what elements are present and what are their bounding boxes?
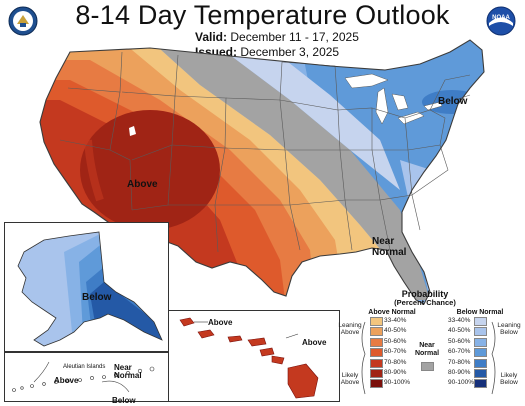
below-swatch-3 bbox=[474, 337, 487, 347]
aleutian-above-label: Above bbox=[54, 376, 79, 385]
hawaii-above-label-1: Above bbox=[208, 318, 233, 327]
noaa-logo-icon: NOAA bbox=[486, 6, 516, 36]
legend-leaning-above: Leaning Above bbox=[338, 322, 362, 336]
below-range-label-7: 90-100% bbox=[448, 379, 475, 387]
above-swatch-6 bbox=[370, 369, 383, 378]
above-swatch-4 bbox=[370, 348, 383, 358]
legend-likely-below: Likely Below bbox=[500, 372, 518, 386]
below-range-label-4: 60-70% bbox=[448, 348, 471, 356]
conus-outline bbox=[39, 39, 485, 305]
above-swatch-3 bbox=[370, 337, 383, 347]
alaska-inset bbox=[4, 222, 169, 352]
below-range-label-5: 70-80% bbox=[448, 358, 471, 366]
below-swatch-1 bbox=[474, 317, 487, 326]
conus-near-normal-label: Near Normal bbox=[372, 236, 407, 258]
valid-dates: Valid: December 11 - 17, 2025 bbox=[195, 30, 359, 44]
aleutian-near-normal-label: Near Normal bbox=[114, 363, 142, 380]
near-normal-band bbox=[150, 40, 430, 300]
below-range-label-3: 50-60% bbox=[448, 337, 471, 345]
conus-above-label: Above bbox=[127, 179, 158, 190]
state-boundaries bbox=[59, 51, 471, 253]
aleutian-title: Aleutian Islands bbox=[63, 364, 106, 370]
above-range-label-3: 50-60% bbox=[384, 337, 407, 345]
aleutian-inset bbox=[4, 352, 169, 402]
above-range-label-2: 40-50% bbox=[384, 327, 407, 335]
above-swatch-7 bbox=[370, 379, 383, 389]
legend-title: Probability bbox=[401, 289, 449, 299]
near-normal-swatch bbox=[421, 362, 434, 371]
great-salt-lake bbox=[129, 126, 136, 136]
hawaii-inset bbox=[168, 310, 340, 402]
page-title: 8-14 Day Temperature Outlook bbox=[75, 0, 450, 30]
legend-near-header: Near Normal bbox=[414, 342, 440, 357]
aleutian-below-label: Below bbox=[112, 396, 136, 405]
conus-below-label: Below bbox=[438, 96, 468, 107]
above-range-label-4: 60-70% bbox=[384, 348, 407, 356]
below-range-label-6: 80-90% bbox=[448, 369, 471, 376]
below-range-label-1: 33-40% bbox=[448, 317, 471, 324]
below-swatch-2 bbox=[474, 327, 487, 337]
below-swatch-4 bbox=[474, 348, 487, 358]
above-swatch-5 bbox=[370, 358, 383, 368]
valid-label: Valid: bbox=[195, 30, 228, 44]
legend-likely-above: Likely Above bbox=[340, 372, 360, 386]
southwest-above-core bbox=[80, 110, 220, 230]
legend-leaning-below: Leaning Below bbox=[497, 322, 521, 336]
valid-value: December 11 - 17, 2025 bbox=[230, 30, 359, 44]
above-swatch-1 bbox=[370, 317, 383, 326]
above-range-label-7: 90-100% bbox=[384, 379, 411, 387]
legend-below-bracket bbox=[491, 321, 496, 395]
below-range-label-2: 40-50% bbox=[448, 327, 471, 335]
above-range-label-1: 33-40% bbox=[384, 317, 407, 324]
hawaii-above-label-2: Above bbox=[302, 338, 327, 347]
above-swatch-2 bbox=[370, 327, 383, 337]
below-swatch-7 bbox=[474, 379, 487, 389]
doc-seal-icon bbox=[8, 6, 38, 36]
great-lakes bbox=[344, 73, 443, 125]
above-range-label-5: 70-80% bbox=[384, 358, 407, 366]
legend-subtitle: (Percent Chance) bbox=[394, 298, 456, 307]
legend-above-header: Above Normal bbox=[368, 309, 416, 316]
svg-text:NOAA: NOAA bbox=[492, 15, 510, 21]
alaska-below-label: Below bbox=[82, 292, 112, 303]
above-range-label-6: 80-90% bbox=[384, 369, 407, 376]
issued-value: December 3, 2025 bbox=[240, 45, 340, 59]
below-swatch-6 bbox=[474, 369, 487, 378]
legend-below-header: Below Normal bbox=[456, 309, 504, 316]
legend-above-bracket bbox=[361, 321, 366, 395]
below-swatch-5 bbox=[474, 358, 487, 368]
